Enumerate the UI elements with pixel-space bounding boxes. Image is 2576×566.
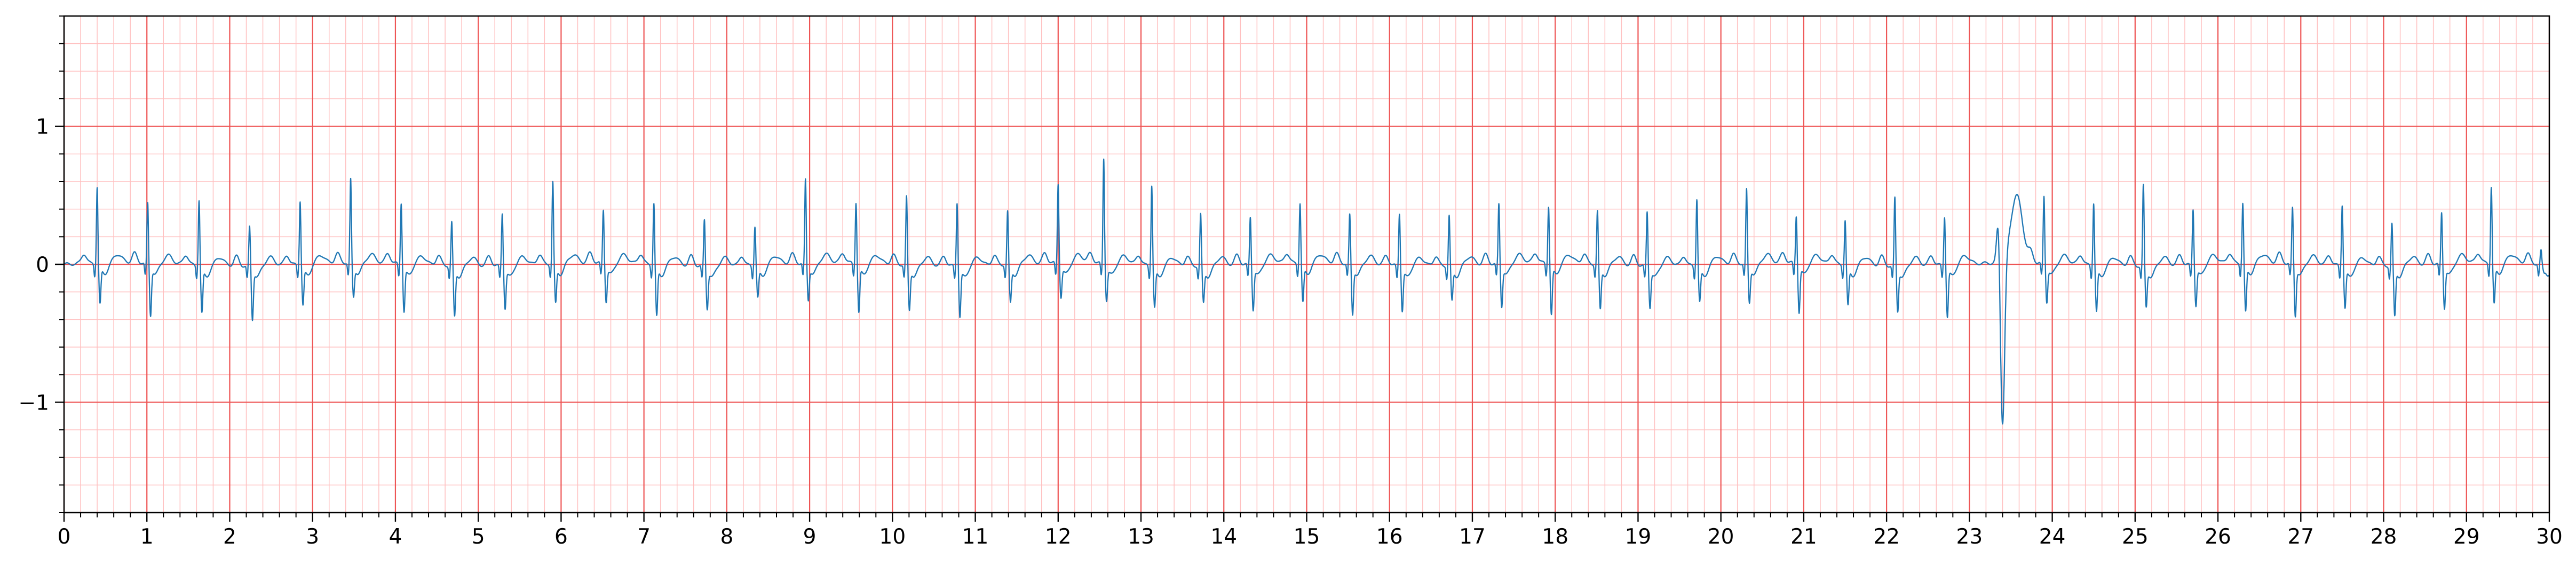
x-tick-label: 21 [1790, 525, 1817, 549]
x-tick-label: 19 [1625, 525, 1652, 549]
x-tick-label: 9 [803, 525, 817, 549]
x-tick-label: 29 [2453, 525, 2480, 549]
x-tick-label: 26 [2205, 525, 2231, 549]
x-tick-label: 2 [223, 525, 236, 549]
x-axis-ticks: 0 1 2 3 4 5 6 7 8 9 10 11 12 13 14 15 16 17 18 19 20 21 22 23 24… [58, 513, 2563, 549]
x-tick-label: 15 [1294, 525, 1320, 549]
y-tick-label: 0 [36, 253, 49, 277]
x-tick-label: 22 [1873, 525, 1900, 549]
x-tick-label: 28 [2371, 525, 2397, 549]
x-tick-label: 24 [2039, 525, 2066, 549]
y-axis-ticks: −1 0 1 [19, 15, 64, 513]
x-tick-label: 14 [1210, 525, 1237, 549]
x-tick-label: 13 [1128, 525, 1154, 549]
x-tick-label: 11 [962, 525, 989, 549]
x-tick-label: 1 [140, 525, 154, 549]
x-tick-label: 12 [1045, 525, 1072, 549]
x-tick-label: 23 [1956, 525, 1983, 549]
x-tick-label: 5 [472, 525, 485, 549]
x-tick-label: 16 [1376, 525, 1403, 549]
x-tick-label: 18 [1542, 525, 1568, 549]
ecg-series-line [64, 158, 2550, 425]
x-tick-label: 0 [58, 525, 71, 549]
y-tick-label: 1 [36, 115, 49, 139]
x-tick-label: 30 [2536, 525, 2563, 549]
x-tick-label: 7 [637, 525, 651, 549]
x-tick-label: 20 [1708, 525, 1734, 549]
x-tick-label: 4 [389, 525, 402, 549]
trace-layer [64, 158, 2550, 425]
y-tick-label: −1 [19, 391, 50, 415]
x-tick-label: 10 [879, 525, 906, 549]
x-tick-label: 6 [554, 525, 568, 549]
x-tick-label: 17 [1459, 525, 1486, 549]
x-tick-label: 25 [2122, 525, 2149, 549]
x-tick-label: 3 [306, 525, 319, 549]
x-tick-label: 27 [2287, 525, 2314, 549]
x-tick-label: 8 [720, 525, 733, 549]
